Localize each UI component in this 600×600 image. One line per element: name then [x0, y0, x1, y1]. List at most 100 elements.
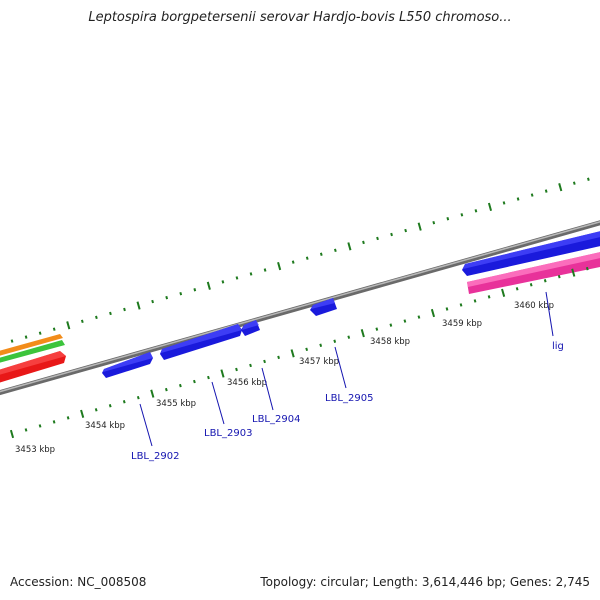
outer-major-tick	[347, 242, 352, 251]
gene-lbl-2902	[102, 352, 153, 378]
outer-minor-tick	[502, 201, 506, 205]
inner-major-tick	[9, 429, 15, 439]
outer-minor-tick	[390, 232, 393, 237]
inner-major-tick	[290, 349, 295, 358]
inner-minor-tick	[52, 420, 56, 424]
outer-minor-tick	[333, 248, 337, 253]
inner-minor-tick	[94, 408, 98, 412]
outer-minor-tick	[516, 197, 520, 201]
outer-minor-tick	[587, 177, 590, 181]
tick-label-3457: 3457 kbp	[299, 357, 339, 367]
outer-minor-tick	[151, 299, 154, 304]
outer-major-tick	[136, 301, 141, 310]
inner-minor-tick	[403, 319, 407, 323]
outer-minor-tick	[95, 315, 98, 320]
tick-labels: 3453 kbp 3454 kbp 3455 kbp 3456 kbp 3457…	[15, 301, 554, 455]
inner-minor-tick	[543, 279, 547, 283]
outer-minor-tick	[305, 256, 309, 260]
inner-major-tick	[571, 268, 576, 277]
inner-tick-ring	[9, 266, 589, 439]
tick-label-3460: 3460 kbp	[514, 301, 554, 311]
genome-summary-text: Topology: circular; Length: 3,614,446 bp…	[260, 575, 590, 589]
inner-minor-tick	[66, 416, 70, 420]
outer-minor-tick	[235, 276, 239, 280]
inner-major-tick	[360, 329, 365, 338]
gene-lig	[462, 231, 600, 276]
gene-lbl-2903	[160, 324, 242, 360]
outer-minor-tick	[10, 339, 14, 343]
leader-lbl-2903	[211, 381, 225, 425]
inner-minor-tick	[445, 307, 449, 311]
gene-red-left	[0, 351, 66, 383]
leader-lig	[545, 291, 554, 337]
inner-minor-tick	[375, 327, 379, 331]
outer-minor-tick	[291, 260, 295, 264]
inner-major-tick	[501, 288, 506, 297]
inner-minor-tick	[389, 323, 393, 327]
inner-minor-tick	[136, 395, 140, 400]
outer-minor-tick	[362, 240, 365, 245]
inner-minor-tick	[263, 359, 266, 364]
gene-green-left	[0, 340, 65, 363]
outer-minor-tick	[432, 220, 436, 225]
outer-tick-ring	[0, 177, 590, 349]
inner-minor-tick	[529, 283, 533, 287]
inner-minor-tick	[557, 274, 561, 279]
outer-minor-tick	[474, 209, 478, 213]
tick-label-3454: 3454 kbp	[85, 421, 125, 431]
gene-lbl-2904	[241, 320, 260, 336]
tick-label-3456: 3456 kbp	[227, 378, 267, 388]
outer-minor-tick	[179, 291, 183, 296]
inner-minor-tick	[235, 367, 238, 372]
leader-lbl-2902	[139, 403, 153, 447]
inner-minor-tick	[277, 355, 280, 360]
outer-minor-tick	[319, 252, 323, 256]
outer-minor-tick	[123, 307, 126, 312]
inner-minor-tick	[473, 299, 477, 303]
gene-orange-left	[0, 334, 63, 356]
outer-major-tick	[66, 321, 71, 330]
inner-minor-tick	[108, 404, 112, 408]
inner-minor-tick	[122, 400, 126, 404]
gene-pink-right	[467, 252, 600, 294]
gene-label-lbl-2903: LBL_2903	[204, 428, 252, 439]
inner-minor-tick	[193, 379, 196, 384]
outer-major-tick	[277, 261, 282, 271]
outer-minor-tick	[109, 311, 112, 316]
tick-label-3455: 3455 kbp	[156, 399, 196, 409]
inner-minor-tick	[24, 428, 28, 432]
outer-minor-tick	[24, 335, 28, 339]
inner-major-tick	[430, 308, 436, 318]
leader-lbl-2904	[261, 367, 274, 411]
gene-label-lig: lig	[552, 341, 564, 352]
inner-minor-tick	[515, 287, 519, 291]
outer-minor-tick	[263, 268, 267, 272]
accession-text: Accession: NC_008508	[10, 575, 147, 589]
tick-label-3453: 3453 kbp	[15, 445, 55, 455]
inner-major-tick	[80, 409, 85, 418]
outer-minor-tick	[80, 319, 84, 324]
inner-major-tick	[150, 389, 155, 398]
inner-minor-tick	[487, 295, 491, 299]
outer-minor-tick	[404, 228, 408, 233]
outer-minor-tick	[544, 189, 548, 193]
outer-minor-tick	[249, 272, 253, 276]
inner-minor-tick	[164, 387, 168, 392]
leader-lbl-2905	[334, 346, 347, 389]
inner-minor-tick	[459, 303, 463, 307]
tick-label-3459: 3459 kbp	[442, 319, 482, 329]
outer-minor-tick	[460, 213, 464, 217]
gene-label-lbl-2902: LBL_2902	[131, 451, 179, 462]
tick-label-3458: 3458 kbp	[370, 337, 410, 347]
map-title: Leptospira borgpetersenii serovar Hardjo…	[88, 10, 512, 25]
gene-lbl-2905	[310, 298, 337, 316]
inner-minor-tick	[319, 343, 323, 347]
outer-minor-tick	[193, 288, 197, 292]
outer-major-tick	[206, 281, 211, 290]
gene-label-lbl-2905: LBL_2905	[325, 393, 373, 404]
inner-minor-tick	[333, 339, 337, 343]
outer-major-tick	[558, 183, 563, 192]
gene-labels: LBL_2902 LBL_2903 LBL_2904 LBL_2905 lig	[131, 341, 564, 462]
inner-minor-tick	[305, 347, 309, 352]
